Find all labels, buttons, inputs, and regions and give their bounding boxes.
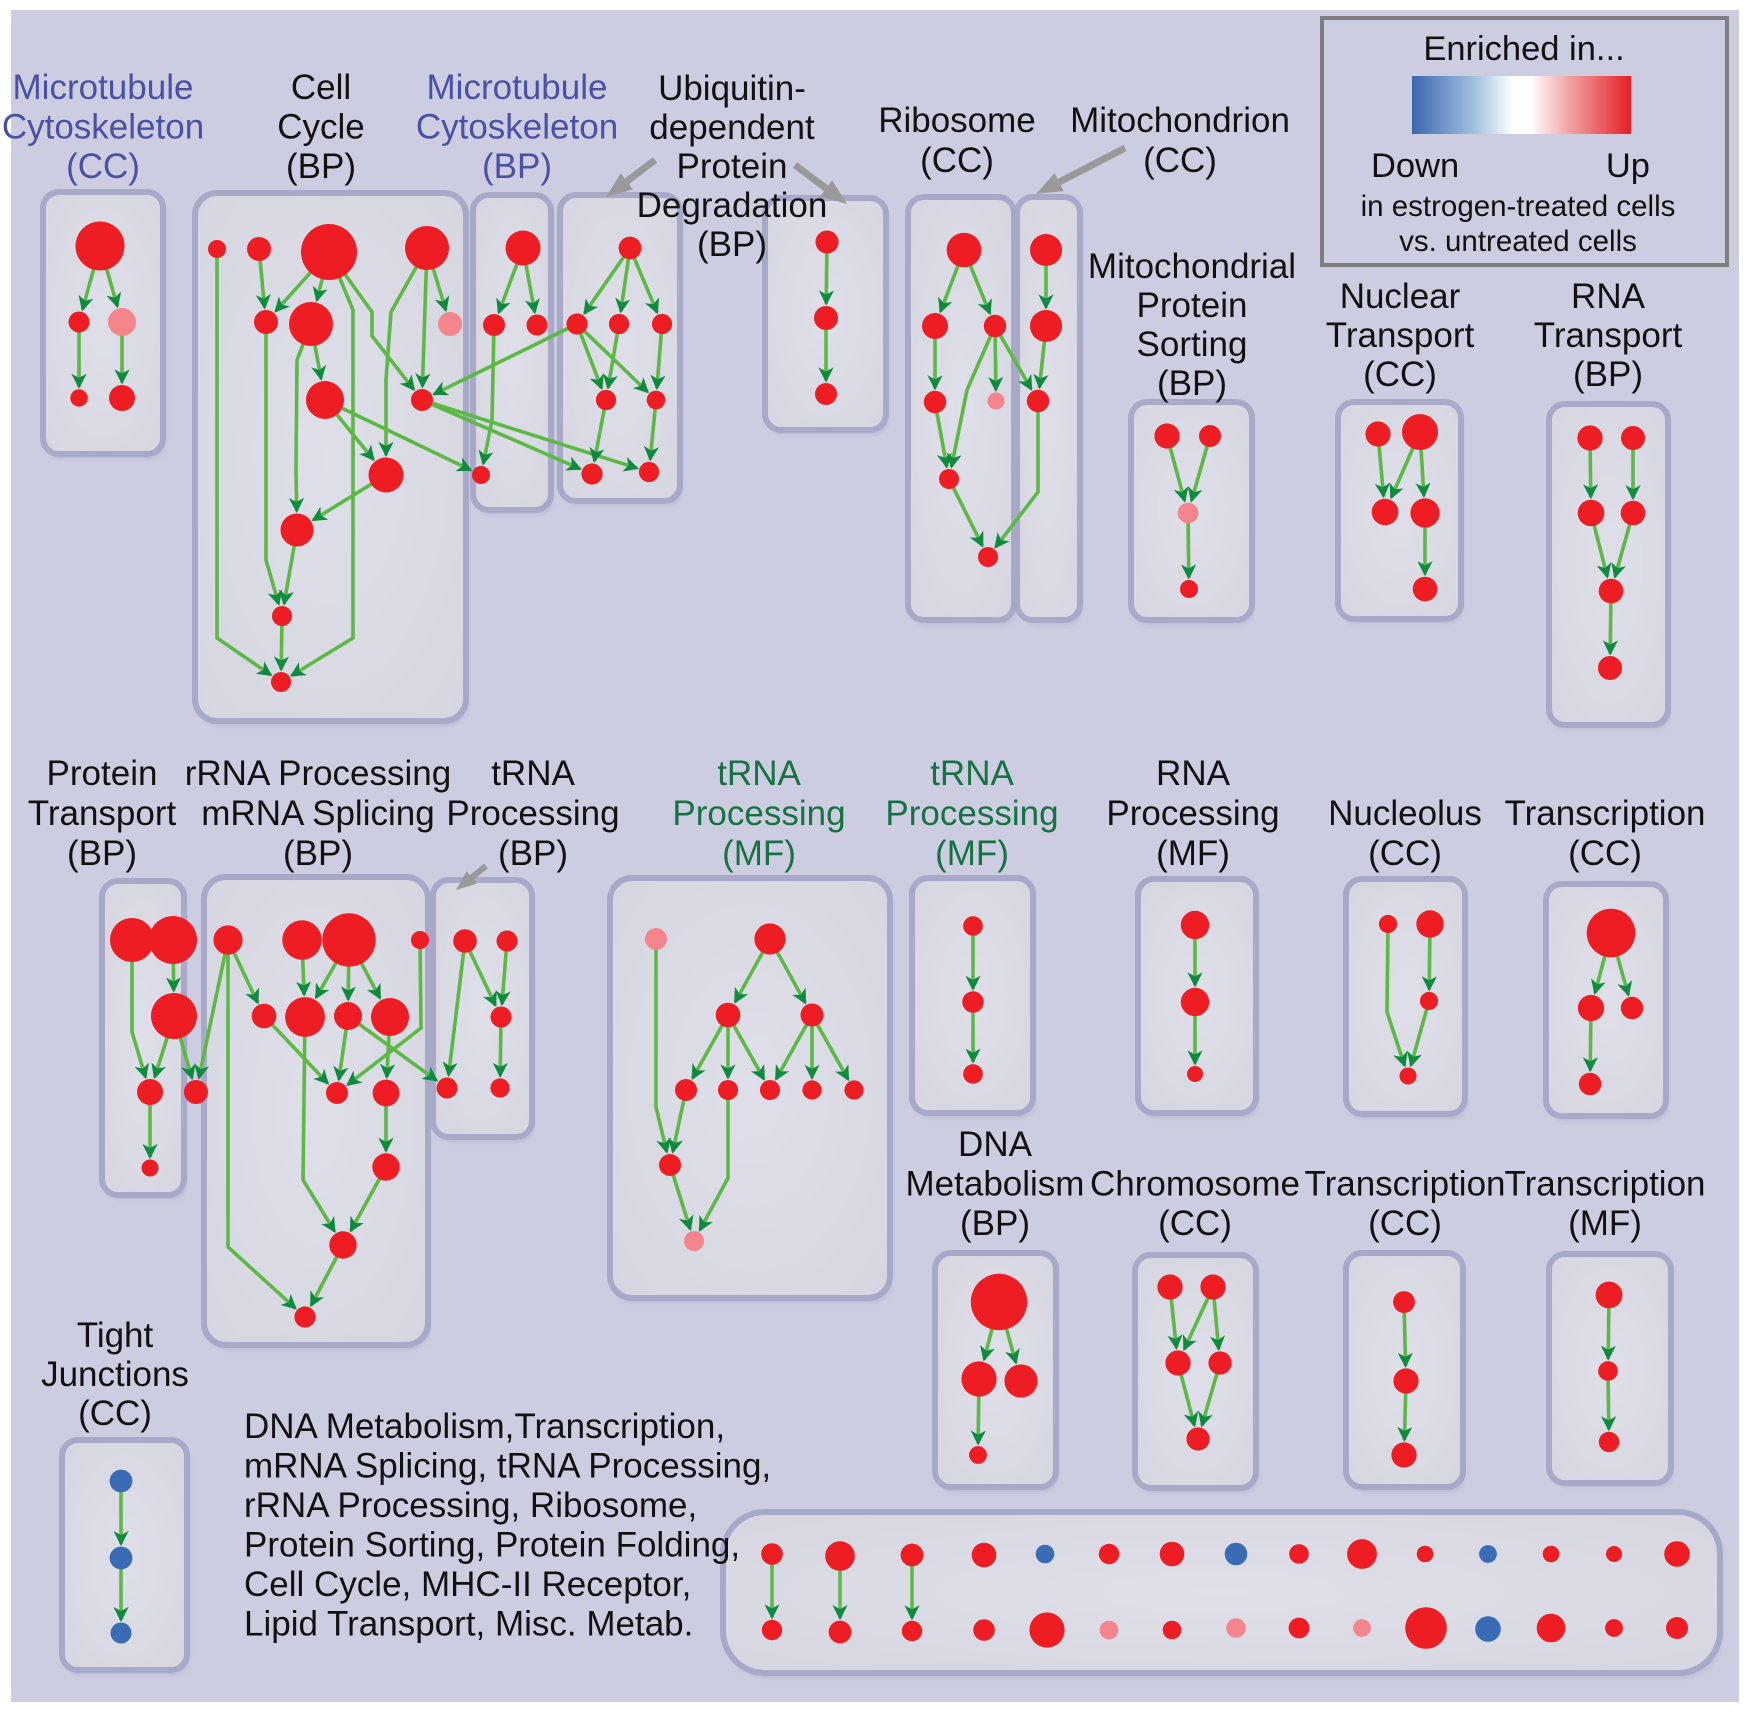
- svg-text:vs. untreated cells: vs. untreated cells: [1399, 225, 1637, 258]
- svg-text:(CC): (CC): [1368, 834, 1442, 873]
- svg-text:rRNA Processing: rRNA Processing: [185, 754, 451, 793]
- svg-text:Mitochondrial: Mitochondrial: [1088, 247, 1296, 286]
- svg-text:(MF): (MF): [935, 834, 1009, 873]
- svg-text:Microtubule: Microtubule: [13, 68, 194, 107]
- svg-text:Up: Up: [1606, 147, 1650, 185]
- svg-text:(CC): (CC): [1158, 1204, 1232, 1243]
- svg-text:Microtubule: Microtubule: [427, 68, 608, 107]
- svg-text:in estrogen-treated cells: in estrogen-treated cells: [1361, 190, 1676, 223]
- svg-text:Down: Down: [1371, 147, 1459, 185]
- svg-text:Processing: Processing: [672, 794, 845, 833]
- svg-text:(BP): (BP): [960, 1204, 1030, 1243]
- svg-text:(BP): (BP): [1157, 364, 1227, 403]
- svg-text:(BP): (BP): [67, 834, 137, 873]
- svg-text:(CC): (CC): [1363, 355, 1437, 394]
- svg-text:Cytoskeleton: Cytoskeleton: [2, 108, 204, 147]
- svg-text:(MF): (MF): [1156, 834, 1230, 873]
- svg-text:(BP): (BP): [1573, 355, 1643, 394]
- svg-text:Processing: Processing: [446, 794, 619, 833]
- svg-text:dependent: dependent: [649, 108, 815, 147]
- svg-text:DNA Metabolism,Transcription,: DNA Metabolism,Transcription,: [244, 1407, 725, 1446]
- svg-text:Enriched in...: Enriched in...: [1423, 30, 1624, 68]
- svg-text:Tight: Tight: [77, 1316, 154, 1355]
- svg-text:(CC): (CC): [66, 147, 140, 186]
- svg-text:Protein: Protein: [677, 147, 788, 186]
- svg-text:Protein: Protein: [47, 754, 158, 793]
- svg-text:tRNA: tRNA: [491, 754, 575, 793]
- svg-text:(CC): (CC): [1568, 834, 1642, 873]
- svg-text:Transcription: Transcription: [1505, 1165, 1706, 1204]
- svg-text:(CC): (CC): [1143, 141, 1217, 180]
- svg-text:(CC): (CC): [1368, 1204, 1442, 1243]
- svg-text:Transcription: Transcription: [1505, 794, 1706, 833]
- svg-text:Transcription: Transcription: [1305, 1165, 1506, 1204]
- svg-text:Degradation: Degradation: [637, 186, 828, 225]
- svg-text:Transport: Transport: [1534, 316, 1683, 355]
- svg-text:(CC): (CC): [920, 141, 994, 180]
- svg-text:Junctions: Junctions: [41, 1355, 189, 1394]
- svg-text:(CC): (CC): [78, 1394, 152, 1433]
- svg-text:RNA: RNA: [1156, 754, 1231, 793]
- svg-text:(MF): (MF): [1568, 1204, 1642, 1243]
- svg-text:(BP): (BP): [286, 147, 356, 186]
- svg-text:(MF): (MF): [722, 834, 796, 873]
- svg-text:mRNA Splicing, tRNA Processing: mRNA Splicing, tRNA Processing,: [244, 1447, 771, 1486]
- svg-text:rRNA Processing, Ribosome,: rRNA Processing, Ribosome,: [244, 1486, 697, 1525]
- svg-text:Nucleolus: Nucleolus: [1328, 794, 1482, 833]
- svg-text:mRNA Splicing: mRNA Splicing: [201, 794, 434, 833]
- svg-text:(BP): (BP): [283, 834, 353, 873]
- svg-text:tRNA: tRNA: [930, 754, 1014, 793]
- svg-text:Ubiquitin-: Ubiquitin-: [658, 69, 806, 108]
- svg-text:(BP): (BP): [482, 147, 552, 186]
- svg-text:Ribosome: Ribosome: [878, 101, 1036, 140]
- svg-text:Cell: Cell: [291, 68, 351, 107]
- svg-text:Processing: Processing: [1106, 794, 1279, 833]
- svg-text:tRNA: tRNA: [717, 754, 801, 793]
- svg-text:Sorting: Sorting: [1137, 325, 1248, 364]
- svg-text:DNA: DNA: [958, 1125, 1033, 1164]
- svg-text:Protein: Protein: [1137, 286, 1248, 325]
- svg-text:Cell Cycle, MHC-II Receptor,: Cell Cycle, MHC-II Receptor,: [244, 1565, 691, 1604]
- svg-text:Nuclear: Nuclear: [1340, 277, 1461, 316]
- svg-text:Chromosome: Chromosome: [1090, 1165, 1300, 1204]
- svg-text:Transport: Transport: [28, 794, 177, 833]
- svg-text:(BP): (BP): [697, 225, 767, 264]
- svg-text:Transport: Transport: [1326, 316, 1475, 355]
- svg-text:Cycle: Cycle: [277, 108, 365, 147]
- svg-text:Cytoskeleton: Cytoskeleton: [416, 108, 618, 147]
- svg-text:RNA: RNA: [1571, 277, 1646, 316]
- svg-text:Mitochondrion: Mitochondrion: [1070, 101, 1290, 140]
- svg-text:Protein Sorting, Protein Foldi: Protein Sorting, Protein Folding,: [244, 1526, 740, 1565]
- svg-text:Lipid Transport, Misc. Metab.: Lipid Transport, Misc. Metab.: [244, 1605, 693, 1644]
- svg-text:Metabolism: Metabolism: [906, 1165, 1085, 1204]
- svg-text:Processing: Processing: [885, 794, 1058, 833]
- svg-text:(BP): (BP): [498, 834, 568, 873]
